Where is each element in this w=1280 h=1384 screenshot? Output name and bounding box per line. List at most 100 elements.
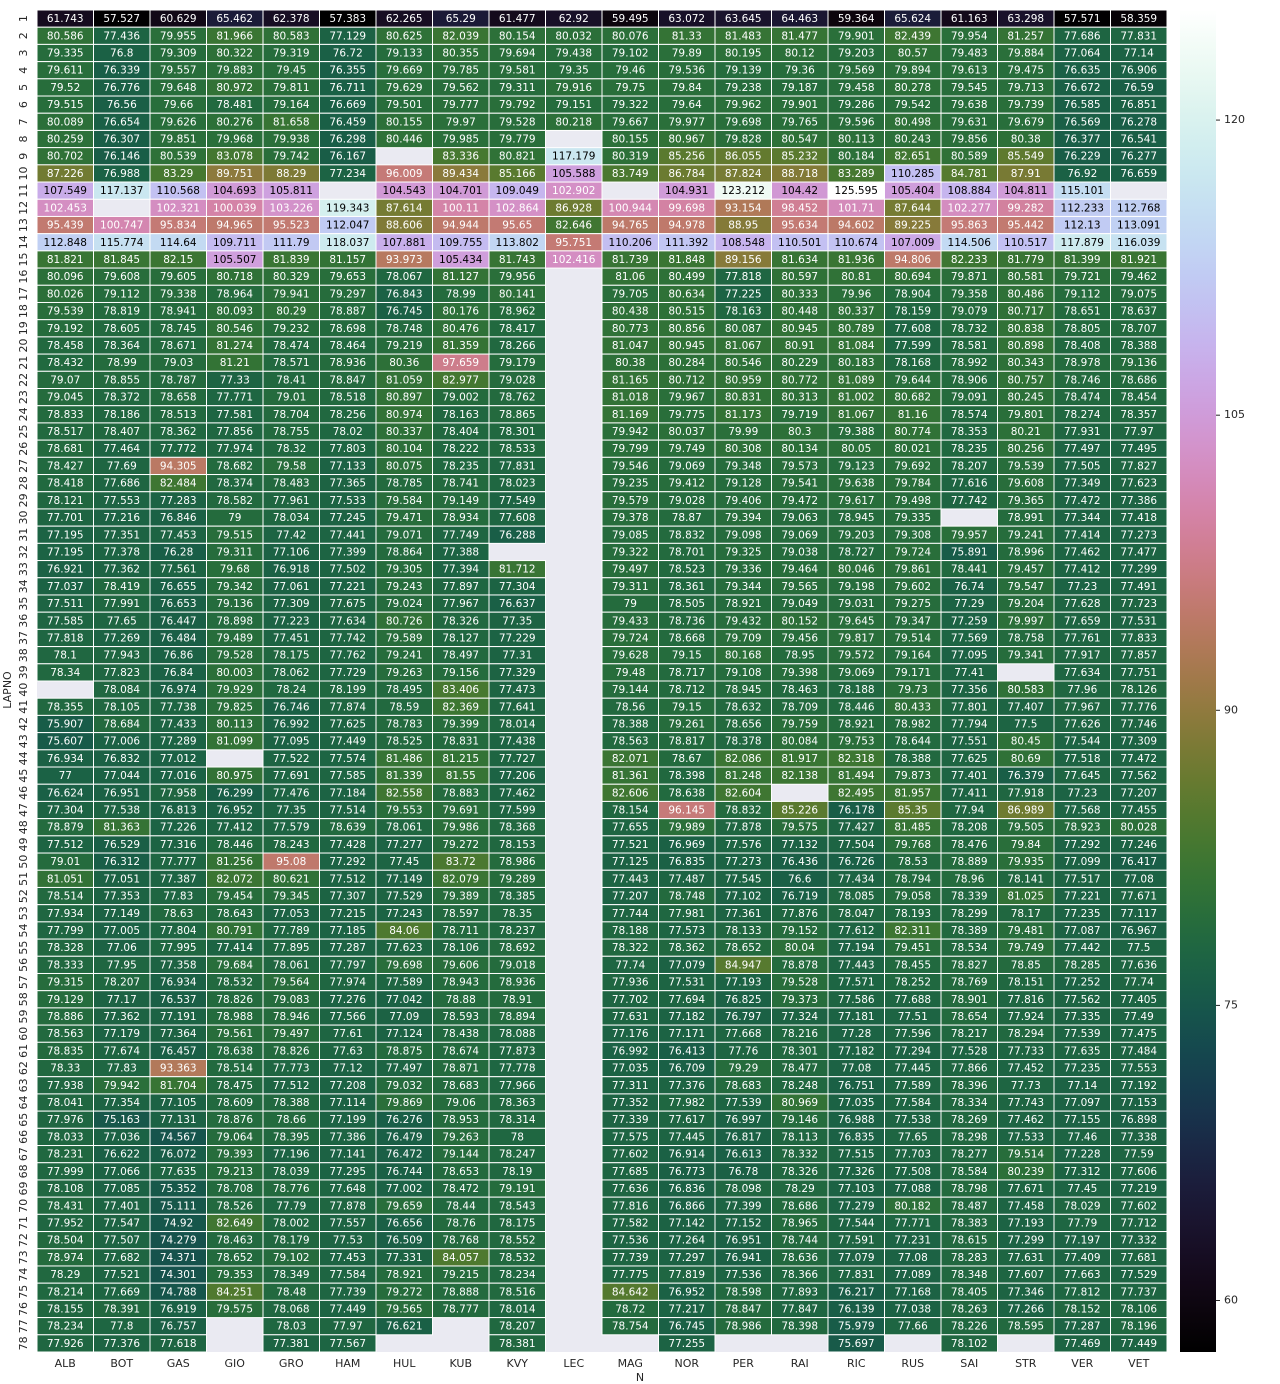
cell-label: 76.719 xyxy=(781,891,818,903)
cell-label: 77.095 xyxy=(951,650,988,662)
cell-label: 77.517 xyxy=(1064,873,1101,885)
cell-label: 80.084 xyxy=(781,736,818,748)
cell-label: 78.381 xyxy=(499,1338,536,1350)
cell-label: 77.219 xyxy=(1120,1183,1157,1195)
cell-label: 78.76 xyxy=(446,1217,476,1229)
cell-label: 76.851 xyxy=(1120,99,1157,111)
cell-label: 117.179 xyxy=(552,151,595,163)
cell-label: 77.712 xyxy=(1120,1217,1157,1229)
cell-label: 77.576 xyxy=(725,839,762,851)
cell-label: 81.494 xyxy=(838,770,875,782)
cell-label: 94.305 xyxy=(160,460,197,472)
y-tick-label: 40 xyxy=(17,683,30,697)
cell-label: 77.831 xyxy=(1120,30,1157,42)
cell-label: 79.52 xyxy=(50,82,80,94)
cell-label: 77.08 xyxy=(1124,873,1154,885)
y-tick-label: 60 xyxy=(17,1027,30,1041)
cell-label: 77.739 xyxy=(612,1252,649,1264)
cell-label: 77.641 xyxy=(499,701,536,713)
cell-label: 77.79 xyxy=(276,1200,306,1212)
cell-label: 79.112 xyxy=(1064,288,1101,300)
cell-label: 79.985 xyxy=(442,134,479,146)
cell-label: 78.154 xyxy=(612,805,649,817)
cell-label: 78.785 xyxy=(386,478,423,490)
cell-label: 77.356 xyxy=(951,684,988,696)
cell-label: 77.703 xyxy=(894,1149,931,1161)
cell-label: 80.195 xyxy=(725,48,762,60)
cell-label: 78.581 xyxy=(951,340,988,352)
cell-label: 77.59 xyxy=(1124,1149,1154,1161)
cell-label: 82.072 xyxy=(216,873,253,885)
cell-label: 76.951 xyxy=(725,1235,762,1247)
y-tick-label: 65 xyxy=(17,1113,30,1127)
cell-label: 79.698 xyxy=(386,959,423,971)
cell-label: 76.355 xyxy=(329,65,366,77)
cell-label: 78.598 xyxy=(725,1286,762,1298)
cell-label: 79.032 xyxy=(386,1080,423,1092)
cell-label: 77.531 xyxy=(668,977,705,989)
cell-label: 58.359 xyxy=(1120,13,1157,25)
cell-label: 102.453 xyxy=(44,202,87,214)
cell-label: 79.146 xyxy=(781,1114,818,1126)
cell-label: 77.103 xyxy=(838,1183,875,1195)
cell-label: 77.23 xyxy=(1067,581,1097,593)
cell-label: 77.521 xyxy=(612,839,649,851)
cell-label: 77.14 xyxy=(1124,48,1154,60)
cell-label: 79.894 xyxy=(894,65,931,77)
cell-label: 77.221 xyxy=(329,581,366,593)
y-tick-label: 32 xyxy=(17,545,30,559)
cell-label: 77.149 xyxy=(103,908,140,920)
cell-label: 82.558 xyxy=(386,787,423,799)
cell-label: 81.658 xyxy=(273,116,310,128)
cell-label: 78.894 xyxy=(499,1011,536,1023)
cell-label: 79.901 xyxy=(781,99,818,111)
cell-label: 81.173 xyxy=(725,409,762,421)
cell-label: 76.72 xyxy=(333,48,363,60)
cell-label: 79.648 xyxy=(160,82,197,94)
cell-label: 75.891 xyxy=(951,546,988,558)
cell-label: 116.039 xyxy=(1117,237,1160,249)
cell-label: 78.986 xyxy=(725,1321,762,1333)
cell-label: 77.533 xyxy=(1007,1131,1044,1143)
cell-label: 79.873 xyxy=(894,770,931,782)
cell-label: 103.226 xyxy=(270,202,314,214)
cell-label: 77.473 xyxy=(499,684,536,696)
cell-label: 79.883 xyxy=(216,65,253,77)
cell-label: 118.037 xyxy=(326,237,369,249)
cell-label: 94.602 xyxy=(838,220,875,232)
cell-label: 85.226 xyxy=(781,805,818,817)
cell-label: 77.507 xyxy=(103,1235,140,1247)
cell-label: 101.71 xyxy=(838,202,875,214)
cell-label: 78.476 xyxy=(951,839,988,851)
cell-label: 81.257 xyxy=(1007,30,1044,42)
cell-label: 79.97 xyxy=(446,116,476,128)
cell-label: 77.35 xyxy=(502,615,532,627)
cell-label: 77.626 xyxy=(1064,719,1101,731)
cell-label: 117.137 xyxy=(100,185,143,197)
cell-label: 78.505 xyxy=(668,598,705,610)
cell-label: 81.712 xyxy=(499,564,536,576)
y-tick-label: 66 xyxy=(17,1130,30,1144)
cell-label: 78.888 xyxy=(442,1286,479,1298)
y-tick-label: 53 xyxy=(17,906,30,920)
cell-label: 77.508 xyxy=(894,1166,931,1178)
y-tick-label: 18 xyxy=(17,304,30,318)
cell-label: 78.746 xyxy=(1064,374,1101,386)
cell-label: 79.389 xyxy=(442,891,479,903)
cell-label: 77.831 xyxy=(499,460,536,472)
cell-label: 83.29 xyxy=(163,168,193,180)
cell-label: 114.64 xyxy=(160,237,197,249)
cell-label: 79.84 xyxy=(1011,839,1041,851)
cell-label: 104.42 xyxy=(781,185,818,197)
cell-label: 76.298 xyxy=(329,134,366,146)
cell-label: 80.245 xyxy=(1007,392,1044,404)
cell-label: 77.427 xyxy=(838,822,875,834)
cell-label: 77.74 xyxy=(615,959,645,971)
cell-label: 82.495 xyxy=(838,787,875,799)
cell-label: 77.497 xyxy=(1064,443,1101,455)
cell-label: 77.596 xyxy=(894,1028,931,1040)
cell-label: 79.215 xyxy=(442,1269,479,1281)
cell-label: 76.624 xyxy=(47,787,84,799)
cell-label: 77.279 xyxy=(838,1200,875,1212)
